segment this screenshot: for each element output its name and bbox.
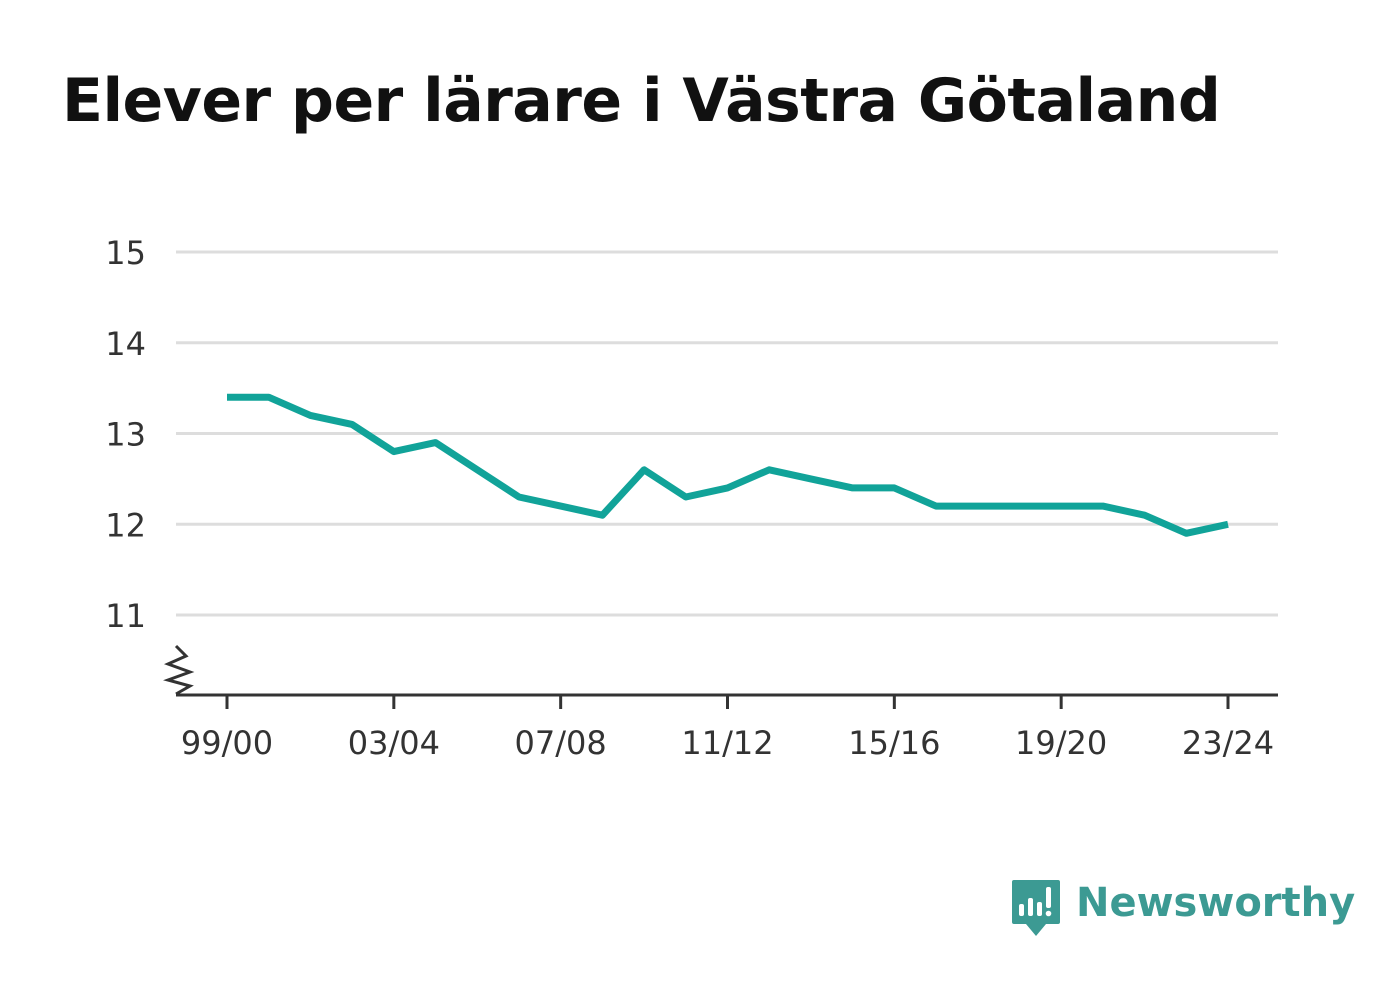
x-axis: 99/00 03/04 07/08 11/12 15/16 19/20 23/24 <box>176 693 1278 762</box>
brand-name: Newsworthy <box>1076 880 1356 926</box>
axis-break-zigzag <box>163 644 195 696</box>
x-tick-label-15-16: 15/16 <box>848 724 940 762</box>
x-tick-label-07-08: 07/08 <box>515 724 607 762</box>
gridlines <box>176 250 1278 617</box>
y-tick-label-12: 12 <box>105 506 146 544</box>
y-tick-label-13: 13 <box>105 416 146 454</box>
y-tick-label-14: 14 <box>105 325 146 363</box>
x-tick-label-19-20: 19/20 <box>1015 724 1107 762</box>
chart-title: Elever per lärare i Västra Götaland <box>62 66 1221 136</box>
x-tick-label-99-00: 99/00 <box>181 724 273 762</box>
axis-break-icon <box>163 644 195 696</box>
x-tick-label-11-12: 11/12 <box>681 724 773 762</box>
x-tick-label-03-04: 03/04 <box>348 724 440 762</box>
newsworthy-logo-icon <box>1012 880 1060 936</box>
y-axis-labels: 11 12 13 14 15 <box>105 234 146 635</box>
x-tick-label-23-24: 23/24 <box>1182 724 1274 762</box>
series-line-0 <box>227 393 1229 537</box>
y-tick-label-11: 11 <box>105 597 146 635</box>
brand-logo: Newsworthy <box>1010 878 1355 940</box>
series-group <box>227 393 1229 537</box>
y-tick-label-15: 15 <box>105 234 146 272</box>
